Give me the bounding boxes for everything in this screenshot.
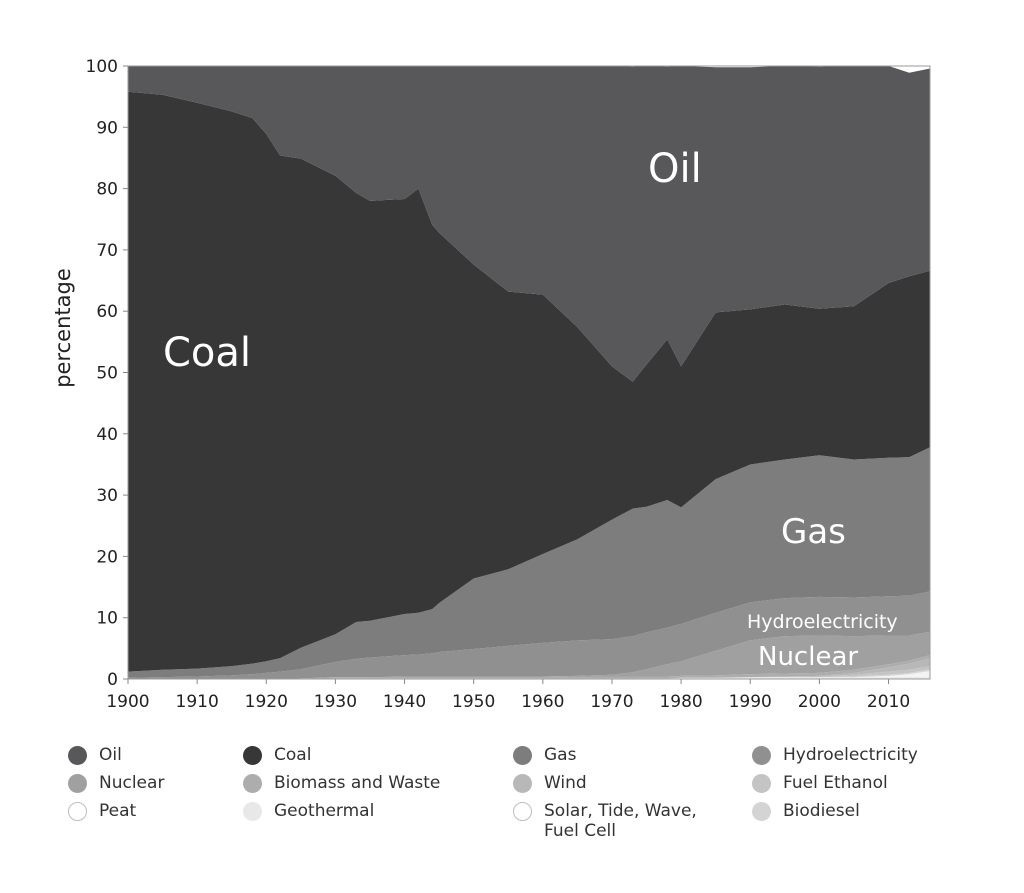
legend-label: Nuclear — [99, 773, 165, 793]
y-tick-label: 0 — [107, 670, 118, 690]
legend-item-peat: Peat — [68, 801, 136, 821]
legend-item-oil: Oil — [68, 745, 122, 765]
x-tick-label: 2010 — [867, 692, 910, 712]
legend-item-wind: Wind — [513, 773, 587, 793]
legend-label: Oil — [99, 745, 122, 765]
legend-swatch-icon — [243, 802, 262, 821]
legend-label: Biodiesel — [783, 801, 860, 821]
annotation-gas: Gas — [781, 512, 846, 552]
legend-item-coal: Coal — [243, 745, 311, 765]
y-tick-label: 100 — [86, 57, 118, 77]
area-gas — [128, 447, 930, 678]
x-tick-label: 1990 — [729, 692, 772, 712]
legend-label: Hydroelectricity — [783, 745, 918, 765]
legend-swatch-icon — [68, 746, 87, 765]
legend-label: Gas — [544, 745, 577, 765]
x-tick-label: 1900 — [106, 692, 149, 712]
legend-swatch-icon — [752, 774, 771, 793]
area-nuclear — [128, 631, 930, 679]
legend-swatch-icon — [68, 774, 87, 793]
legend-swatch-icon — [513, 746, 532, 765]
y-tick-label: 20 — [96, 547, 118, 567]
legend-swatch-icon — [513, 774, 532, 793]
x-tick-label: 1940 — [383, 692, 426, 712]
annotation-coal: Coal — [163, 330, 251, 376]
annotation-nuclear: Nuclear — [758, 642, 858, 672]
chart-legend: Oil Coal Gas Hydroelectricity Nuclear Biomass… — [0, 735, 1024, 885]
x-tick-label: 1970 — [590, 692, 633, 712]
legend-item-solar-tide-wave-fuel-cell: Solar, Tide, Wave, Fuel Cell — [513, 801, 697, 841]
legend-item-geothermal: Geothermal — [243, 801, 374, 821]
legend-item-biodiesel: Biodiesel — [752, 801, 860, 821]
annotation-oil: Oil — [648, 146, 702, 192]
legend-item-gas: Gas — [513, 745, 576, 765]
energy-share-chart: Coal Oil Gas Hydroelectricity Nuclear 0 10 20 3… — [51, 57, 931, 712]
legend-swatch-icon — [513, 802, 532, 821]
legend-swatch-icon — [243, 746, 262, 765]
x-tick-label: 1910 — [176, 692, 219, 712]
x-tick-label: 1980 — [659, 692, 702, 712]
x-tick-label: 1930 — [314, 692, 357, 712]
legend-label: Solar, Tide, Wave, Fuel Cell — [544, 801, 697, 841]
x-tick-label: 1920 — [245, 692, 288, 712]
plot-area — [128, 66, 930, 679]
y-axis-label: percentage — [51, 268, 75, 388]
legend-item-biomass-and-waste: Biomass and Waste — [243, 773, 440, 793]
legend-label: Biomass and Waste — [274, 773, 441, 793]
y-tick-label: 10 — [96, 609, 118, 629]
legend-swatch-icon — [68, 802, 87, 821]
x-tick-label: 2000 — [798, 692, 841, 712]
axes: 0 10 20 30 40 50 60 70 80 90 100 1900 1910 1920 1930 19… — [86, 57, 931, 712]
legend-swatch-icon — [752, 746, 771, 765]
y-tick-label: 30 — [96, 486, 118, 506]
area-hydroelectricity — [128, 591, 930, 679]
area-coal — [128, 91, 930, 672]
y-tick-label: 60 — [96, 302, 118, 322]
x-tick-label: 1960 — [521, 692, 564, 712]
legend-item-hydroelectricity: Hydroelectricity — [752, 745, 918, 765]
y-tick-label: 70 — [96, 241, 118, 261]
legend-label: Wind — [544, 773, 587, 793]
y-tick-label: 90 — [96, 118, 118, 138]
y-tick-label: 80 — [96, 180, 118, 200]
legend-item-fuel-ethanol: Fuel Ethanol — [752, 773, 888, 793]
y-tick-label: 50 — [96, 364, 118, 384]
y-tick-label: 40 — [96, 425, 118, 445]
legend-item-nuclear: Nuclear — [68, 773, 164, 793]
annotation-hydroelectricity: Hydroelectricity — [747, 611, 898, 633]
legend-swatch-icon — [752, 802, 771, 821]
legend-swatch-icon — [243, 774, 262, 793]
legend-label: Geothermal — [274, 801, 375, 821]
area-oil — [128, 66, 930, 382]
area-annotations: Coal Oil Gas Hydroelectricity Nuclear — [163, 146, 898, 672]
legend-label: Coal — [274, 745, 312, 765]
legend-label: Peat — [99, 801, 137, 821]
x-tick-label: 1950 — [452, 692, 495, 712]
legend-label: Fuel Ethanol — [783, 773, 888, 793]
